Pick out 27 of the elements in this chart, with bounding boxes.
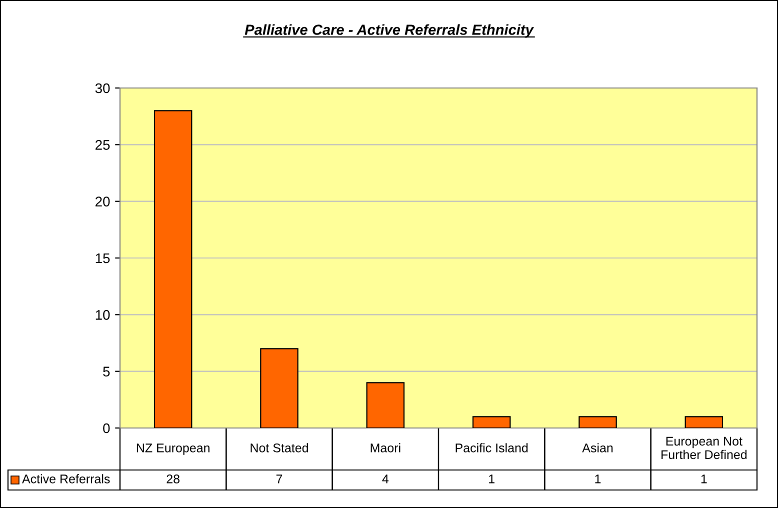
x-tick-label: European Not Further Defined: [662, 436, 747, 460]
bar: [684, 416, 724, 428]
bar: [472, 416, 511, 428]
x-tick-label: Maori: [370, 443, 400, 452]
x-tick-label: Pacific Island: [456, 443, 528, 452]
y-tick-label: 0: [103, 423, 110, 434]
y-tick-label: 15: [96, 253, 110, 264]
data-label: 1: [701, 474, 707, 484]
y-tick-label: 25: [96, 140, 110, 150]
y-tick-label: 20: [96, 196, 110, 207]
x-tick-label: Asian: [582, 443, 613, 452]
data-label: 1: [595, 474, 601, 484]
x-tick-label: Not Stated: [250, 443, 308, 452]
bar: [366, 382, 405, 428]
y-tick-label: 30: [95, 83, 110, 94]
data-label: 28: [166, 474, 180, 484]
data-label: 7: [276, 474, 282, 484]
data-label: 1: [489, 474, 494, 484]
y-tick-label: 5: [103, 366, 110, 377]
chart-title: Palliative Care - Active Referrals Ethnicity: [244, 24, 534, 38]
data-label: 4: [382, 474, 389, 484]
y-tick-label: 10: [96, 310, 110, 320]
legend-label: Active Referrals: [22, 474, 110, 484]
bar: [260, 348, 298, 428]
x-tick-label: NZ European: [136, 444, 210, 455]
bar: [154, 110, 192, 428]
bar: [578, 416, 617, 428]
